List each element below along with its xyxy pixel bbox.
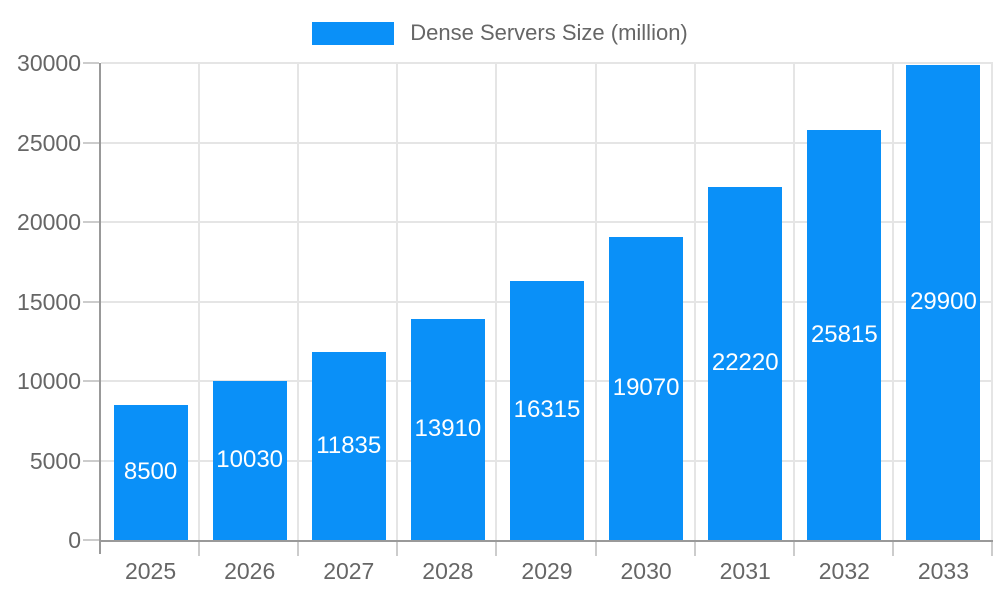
x-axis-tick [198, 542, 201, 556]
y-axis-tick-label: 5000 [29, 447, 81, 474]
plot-area: 0 5000 10000 15000 20000 25000 30000 8500 2025 10… [17, 50, 993, 584]
gridline-vertical [792, 63, 795, 540]
bar[interactable]: 10030 [212, 380, 287, 540]
y-axis-tick [83, 141, 99, 144]
x-axis-tick-label: 2027 [323, 558, 375, 584]
bar[interactable]: 25815 [807, 129, 882, 540]
x-axis-line [99, 540, 993, 542]
gridline-horizontal [101, 62, 993, 64]
y-axis-tick-label: 10000 [17, 368, 81, 394]
y-axis-tick [83, 380, 99, 382]
gridline-horizontal [101, 141, 993, 144]
x-axis-tick [297, 542, 300, 556]
x-axis-tick [891, 542, 894, 556]
bar[interactable]: 29900 [906, 64, 981, 540]
bar-value-label: 8500 [123, 458, 178, 486]
bar-value-label: 29900 [910, 288, 977, 316]
gridline-vertical [198, 63, 201, 540]
gridline-vertical [594, 63, 597, 540]
y-axis-tick [83, 221, 99, 223]
gridline-vertical [297, 63, 300, 540]
y-axis-tick [83, 459, 99, 462]
legend-label: Dense Servers Size (million) [410, 20, 688, 45]
bar[interactable]: 22220 [708, 186, 783, 540]
gridline-horizontal [101, 221, 993, 223]
gridline-vertical [991, 63, 993, 540]
gridline-vertical [891, 63, 894, 540]
gridline-vertical [693, 63, 696, 540]
bar-value-label: 11835 [316, 431, 382, 459]
x-axis-tick [792, 542, 795, 556]
bar[interactable]: 19070 [609, 236, 684, 540]
x-axis-tick-label: 2025 [124, 558, 177, 584]
x-axis-tick [693, 542, 696, 556]
x-axis-tick [495, 542, 498, 556]
gridline-vertical [495, 63, 498, 540]
y-axis-tick [83, 62, 99, 64]
bar-value-label: 25815 [810, 320, 878, 348]
bar-value-label: 13910 [414, 415, 482, 443]
y-axis-tick-label: 0 [68, 527, 81, 553]
x-axis-tick-label: 2026 [224, 558, 276, 584]
x-axis-tick [396, 542, 399, 556]
x-axis-tick-label: 2032 [818, 558, 870, 584]
y-axis-tick [83, 300, 99, 303]
legend[interactable]: Dense Servers Size (million) [0, 16, 1000, 50]
bar[interactable]: 16315 [510, 280, 584, 540]
bar[interactable]: 13910 [410, 318, 485, 540]
x-axis-tick-label: 2033 [917, 558, 970, 584]
gridline-vertical [396, 63, 399, 540]
y-axis-tick [83, 539, 99, 541]
y-axis-line [99, 63, 101, 554]
y-axis-tick-label: 30000 [17, 50, 81, 76]
legend-swatch [312, 21, 395, 45]
bar-value-label: 22220 [711, 349, 779, 377]
bar[interactable]: 11835 [311, 351, 386, 540]
x-axis-tick [991, 542, 993, 556]
y-axis-tick-label: 15000 [17, 288, 81, 315]
bar-value-label: 10030 [216, 446, 284, 474]
y-axis-tick-label: 20000 [17, 209, 81, 235]
x-axis-tick [594, 542, 597, 556]
x-axis-tick-label: 2028 [422, 558, 474, 584]
bar-value-label: 19070 [612, 374, 680, 402]
bar[interactable]: 8500 [113, 404, 188, 540]
x-axis-tick-label: 2031 [719, 558, 771, 584]
y-axis-tick-label: 25000 [17, 129, 81, 156]
x-axis-tick-label: 2029 [521, 558, 573, 584]
x-axis-tick-label: 2030 [620, 558, 672, 584]
bar-value-label: 16315 [513, 396, 581, 424]
